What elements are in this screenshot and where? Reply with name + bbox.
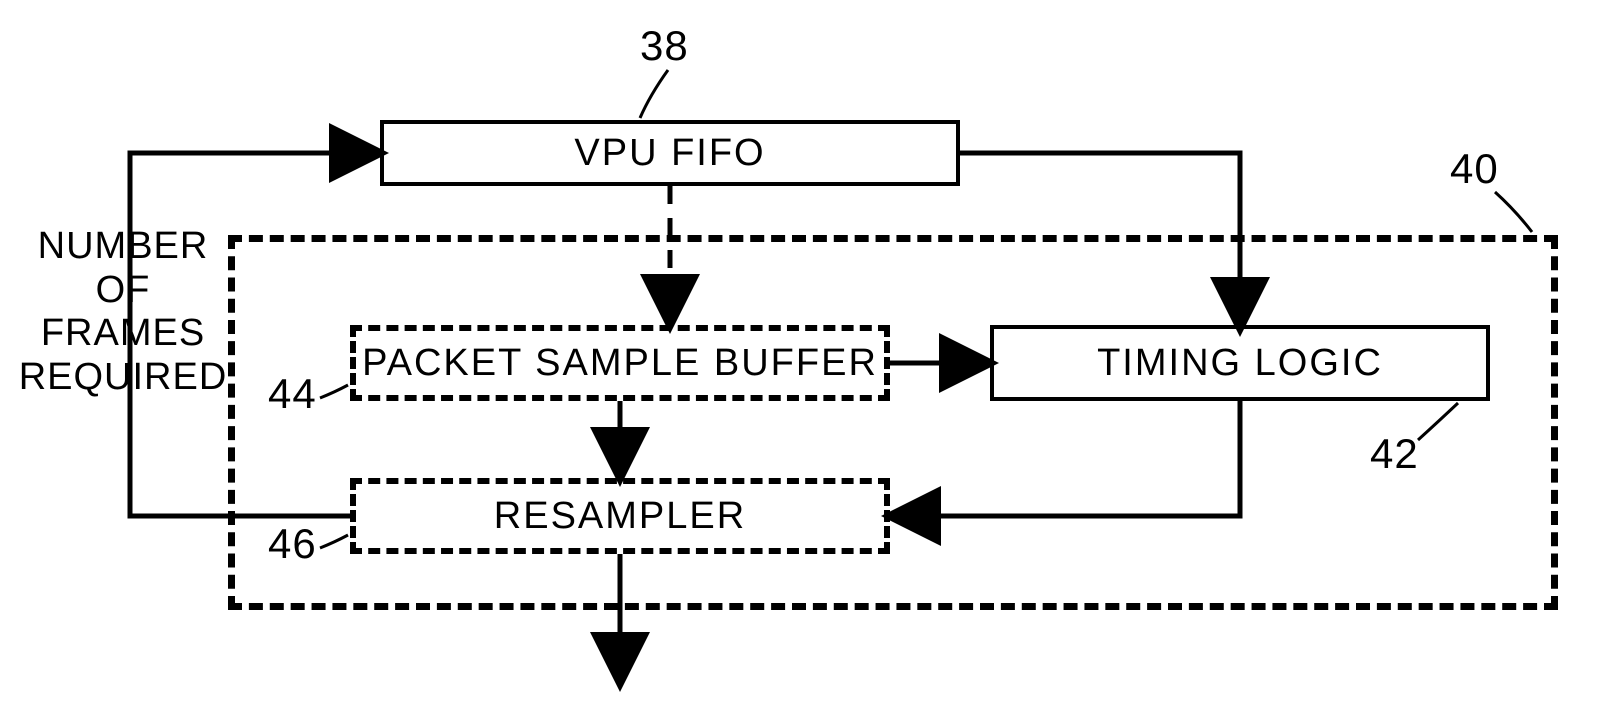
packet-sample-buffer-label: PACKET SAMPLE BUFFER: [362, 342, 878, 385]
ref-44: 44: [268, 370, 317, 418]
side-label-line2: OF FRAMES: [41, 269, 205, 355]
ref-38: 38: [640, 22, 689, 70]
resampler-block: RESAMPLER: [350, 478, 890, 554]
ref-40: 40: [1450, 145, 1499, 193]
diagram-canvas: VPU FIFO PACKET SAMPLE BUFFER RESAMPLER …: [0, 0, 1609, 711]
timing-logic-label: TIMING LOGIC: [1097, 342, 1383, 385]
ref-46: 46: [268, 520, 317, 568]
vpu-fifo-label: VPU FIFO: [574, 132, 765, 175]
side-label-line3: REQUIRED: [19, 356, 228, 398]
timing-logic-block: TIMING LOGIC: [990, 325, 1490, 401]
packet-sample-buffer-block: PACKET SAMPLE BUFFER: [350, 325, 890, 401]
leader-40: [1495, 192, 1532, 232]
vpu-fifo-block: VPU FIFO: [380, 120, 960, 186]
leader-38: [640, 70, 668, 118]
resampler-label: RESAMPLER: [494, 495, 746, 538]
side-label-line1: NUMBER: [38, 225, 209, 267]
side-label: NUMBER OF FRAMES REQUIRED: [18, 225, 228, 400]
ref-42: 42: [1370, 430, 1419, 478]
